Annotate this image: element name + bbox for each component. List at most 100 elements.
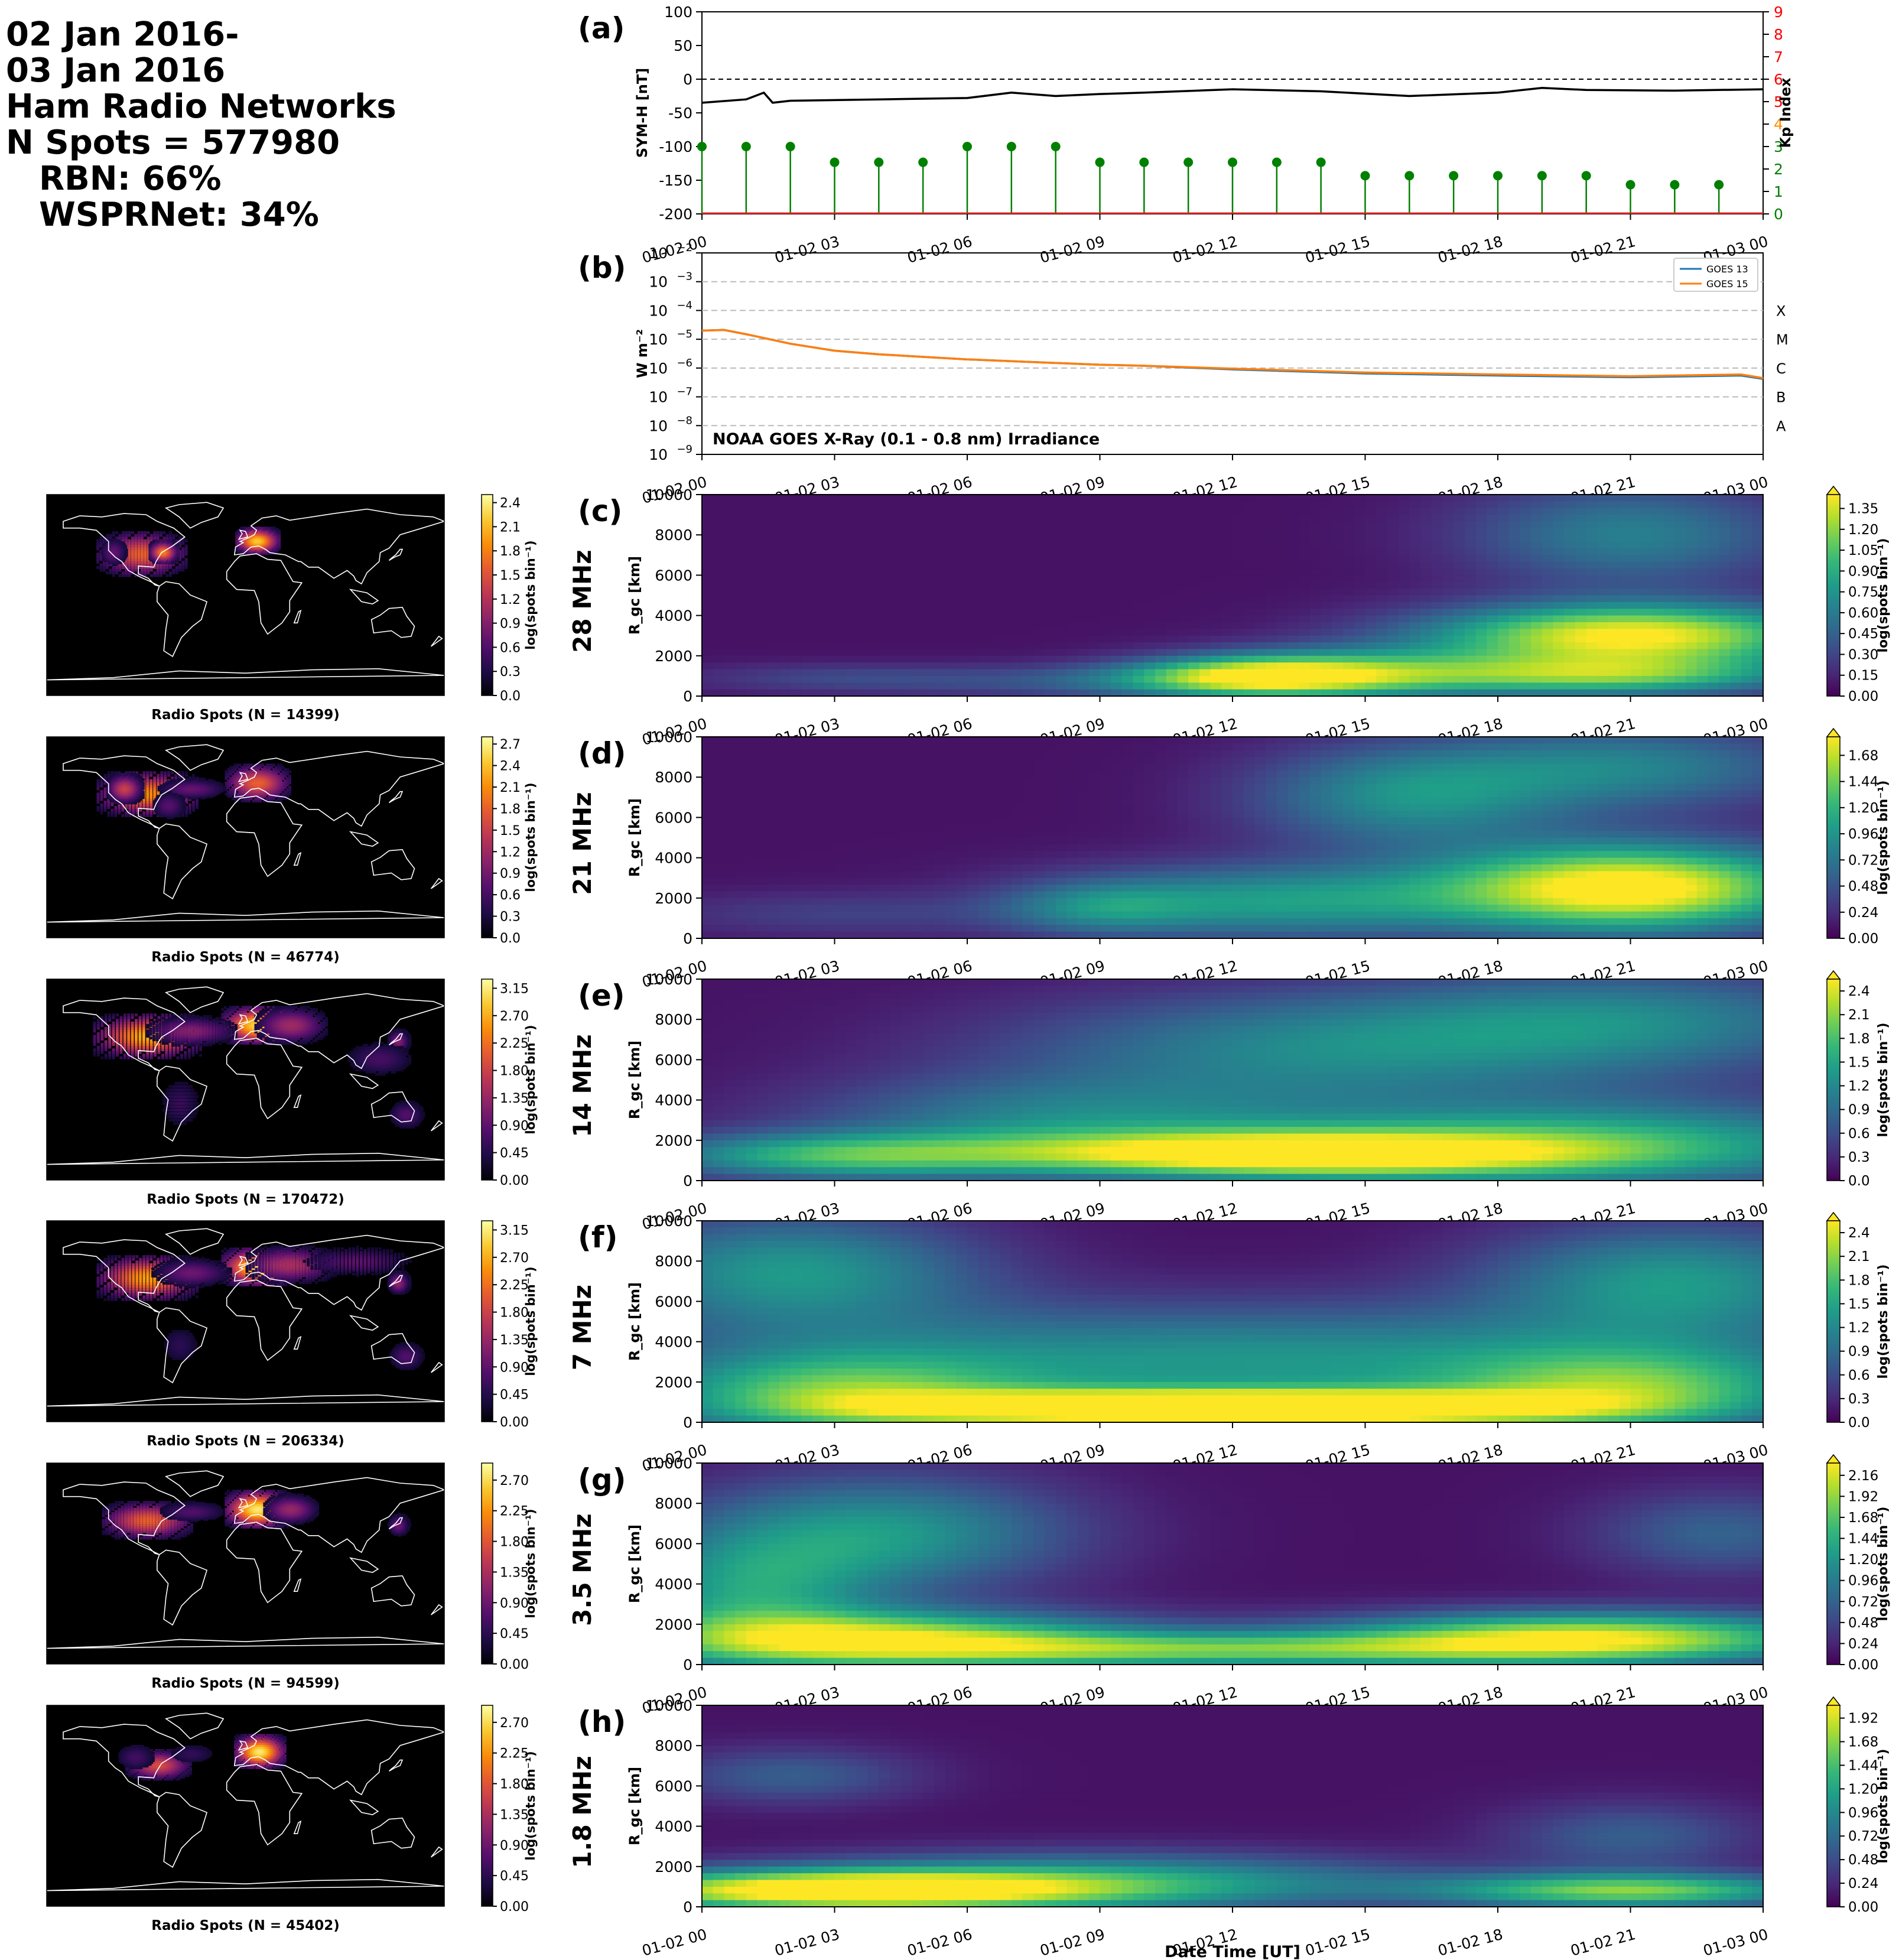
panel-c-heatmap-cell xyxy=(1487,596,1498,603)
panel-d-heatmap-cell xyxy=(1066,771,1078,778)
panel-c-heatmap-cell xyxy=(757,535,769,542)
panel-d-heatmap-cell xyxy=(978,932,990,939)
panel-d-heatmap-cell xyxy=(702,777,713,784)
panel-d-heatmap-cell xyxy=(791,771,802,778)
panel-b-y-tick-label: 10 xyxy=(649,446,668,463)
panel-c-heatmap-cell xyxy=(1122,662,1133,669)
panel-c-heatmap-cell xyxy=(724,629,735,636)
panel-d-heatmap-cell xyxy=(779,817,791,824)
panel-c-heatmap-cell xyxy=(1288,596,1299,603)
panel-c-heatmap-cell xyxy=(724,596,735,603)
panel-c-heatmap-cell xyxy=(1012,656,1023,663)
panel-c-heatmap-cell xyxy=(1752,508,1763,515)
panel-c-heatmap-cell xyxy=(724,528,735,535)
panel-c-heatmap-cell xyxy=(1741,669,1752,677)
panel-d-heatmap-cell xyxy=(1023,864,1034,872)
panel-c-heatmap-cell xyxy=(912,616,923,623)
panel-c-heatmap-cell xyxy=(1586,582,1598,589)
panel-a-kp-marker xyxy=(918,158,928,167)
panel-c-heatmap-cell xyxy=(1487,548,1498,555)
panel-c-heatmap-cell xyxy=(1752,548,1763,555)
panel-c-heatmap-cell xyxy=(1078,555,1089,562)
panel-c-heatmap-cell xyxy=(1199,528,1211,535)
panel-d-heatmap-cell xyxy=(923,905,934,912)
panel-c-heatmap-cell xyxy=(857,642,868,649)
panel-d-heatmap-cell xyxy=(1155,871,1166,878)
panel-d-heatmap-cell xyxy=(812,784,824,791)
panel-c-heatmap-cell xyxy=(724,495,735,502)
panel-c-heatmap-cell xyxy=(1476,562,1487,569)
panel-c-heatmap-cell xyxy=(1221,656,1233,663)
panel-c-heatmap-cell xyxy=(1564,528,1575,535)
panel-d-heatmap-cell xyxy=(934,824,945,831)
panel-d-heatmap-cell xyxy=(1221,844,1233,851)
panel-d-heatmap-cell xyxy=(1066,757,1078,764)
panel-c-heatmap-cell xyxy=(934,515,945,522)
panel-c-heatmap-cell xyxy=(1254,495,1266,502)
panel-c-heatmap-cell xyxy=(713,575,724,582)
panel-d-heatmap-cell xyxy=(1288,777,1299,784)
panel-c-heatmap-cell xyxy=(1254,562,1266,569)
panel-c-heatmap-cell xyxy=(1000,501,1012,508)
panel-c-heatmap-cell xyxy=(1697,636,1708,643)
panel-c-heatmap-cell xyxy=(1432,515,1443,522)
panel-b-y-tick-label: 10 xyxy=(649,274,668,291)
panel-c-heatmap-cell xyxy=(835,669,846,677)
panel-c-heatmap-cell xyxy=(1453,535,1465,542)
panel-d-heatmap-cell xyxy=(1365,743,1377,750)
panel-d-heatmap-cell xyxy=(1244,831,1255,838)
panel-c-heatmap-cell xyxy=(1399,542,1410,549)
panel-d-heatmap-cell xyxy=(1354,851,1365,858)
panel-c-heatmap-cell xyxy=(1221,515,1233,522)
panel-c-heatmap-cell xyxy=(702,521,713,528)
panel-c-heatmap-cell xyxy=(1321,616,1332,623)
panel-d-heatmap-cell xyxy=(1144,858,1155,865)
panel-c-heatmap-cell xyxy=(1399,682,1410,690)
panel-c-heatmap-cell xyxy=(945,582,957,589)
panel-a-x-tick-label: 01-02 09 xyxy=(1038,233,1107,266)
panel-d-heatmap-cell xyxy=(1221,797,1233,804)
panel-c-heatmap-cell xyxy=(1420,636,1432,643)
panel-d-heatmap-cell xyxy=(1233,844,1244,851)
panel-d-heatmap-cell xyxy=(702,824,713,831)
panel-d-heatmap-cell xyxy=(1078,777,1089,784)
panel-c-heatmap-cell xyxy=(1442,676,1453,683)
panel-c-heatmap-cell xyxy=(1221,690,1233,697)
panel-c-heatmap-cell xyxy=(1520,562,1531,569)
panel-d-heatmap-cell xyxy=(779,737,791,744)
panel-c-heatmap-cell xyxy=(857,690,868,697)
panel-d-heatmap-cell xyxy=(1321,791,1332,798)
panel-d-heatmap-cell xyxy=(1111,925,1122,932)
panel-c-heatmap-cell xyxy=(1188,676,1199,683)
panel-c-heatmap-cell xyxy=(1321,622,1332,629)
panel-c-heatmap-cell xyxy=(1122,616,1133,623)
panel-c-heatmap-cell xyxy=(1719,682,1730,690)
panel-c-heatmap-cell xyxy=(1000,495,1012,502)
panel-d-heatmap-cell xyxy=(735,871,746,878)
panel-d-heatmap-cell xyxy=(779,784,791,791)
panel-c-heatmap-cell xyxy=(1233,555,1244,562)
panel-c-heatmap-cell xyxy=(1487,602,1498,609)
panel-c-heatmap-cell xyxy=(1509,690,1520,697)
panel-c-heatmap-cell xyxy=(1221,669,1233,677)
panel-d-heatmap-cell xyxy=(1354,737,1365,744)
panel-d-heatmap-cell xyxy=(757,791,769,798)
panel-d-heatmap-cell xyxy=(824,932,835,939)
panel-c-heatmap-cell xyxy=(1211,555,1222,562)
panel-c-heatmap-cell xyxy=(1343,636,1354,643)
panel-a-x-tick-label: 01-02 18 xyxy=(1436,233,1504,266)
panel-c-heatmap-cell xyxy=(1608,589,1620,596)
panel-c-heatmap-cell xyxy=(1453,582,1465,589)
panel-c-heatmap-cell xyxy=(1288,562,1299,569)
panel-d-heatmap-cell xyxy=(1199,831,1211,838)
panel-c-heatmap-cell xyxy=(978,555,990,562)
panel-c-heatmap-cell xyxy=(1310,542,1321,549)
panel-c-heatmap-cell xyxy=(934,542,945,549)
panel-c-heatmap-cell xyxy=(1211,682,1222,690)
panel-c-heatmap-cell xyxy=(1686,568,1697,576)
panel-c-heatmap-cell xyxy=(1741,568,1752,576)
panel-c-heatmap-cell xyxy=(757,515,769,522)
panel-d-heatmap-cell xyxy=(812,838,824,845)
panel-d-heatmap-cell xyxy=(835,838,846,845)
panel-c-heatmap-cell xyxy=(1299,535,1310,542)
